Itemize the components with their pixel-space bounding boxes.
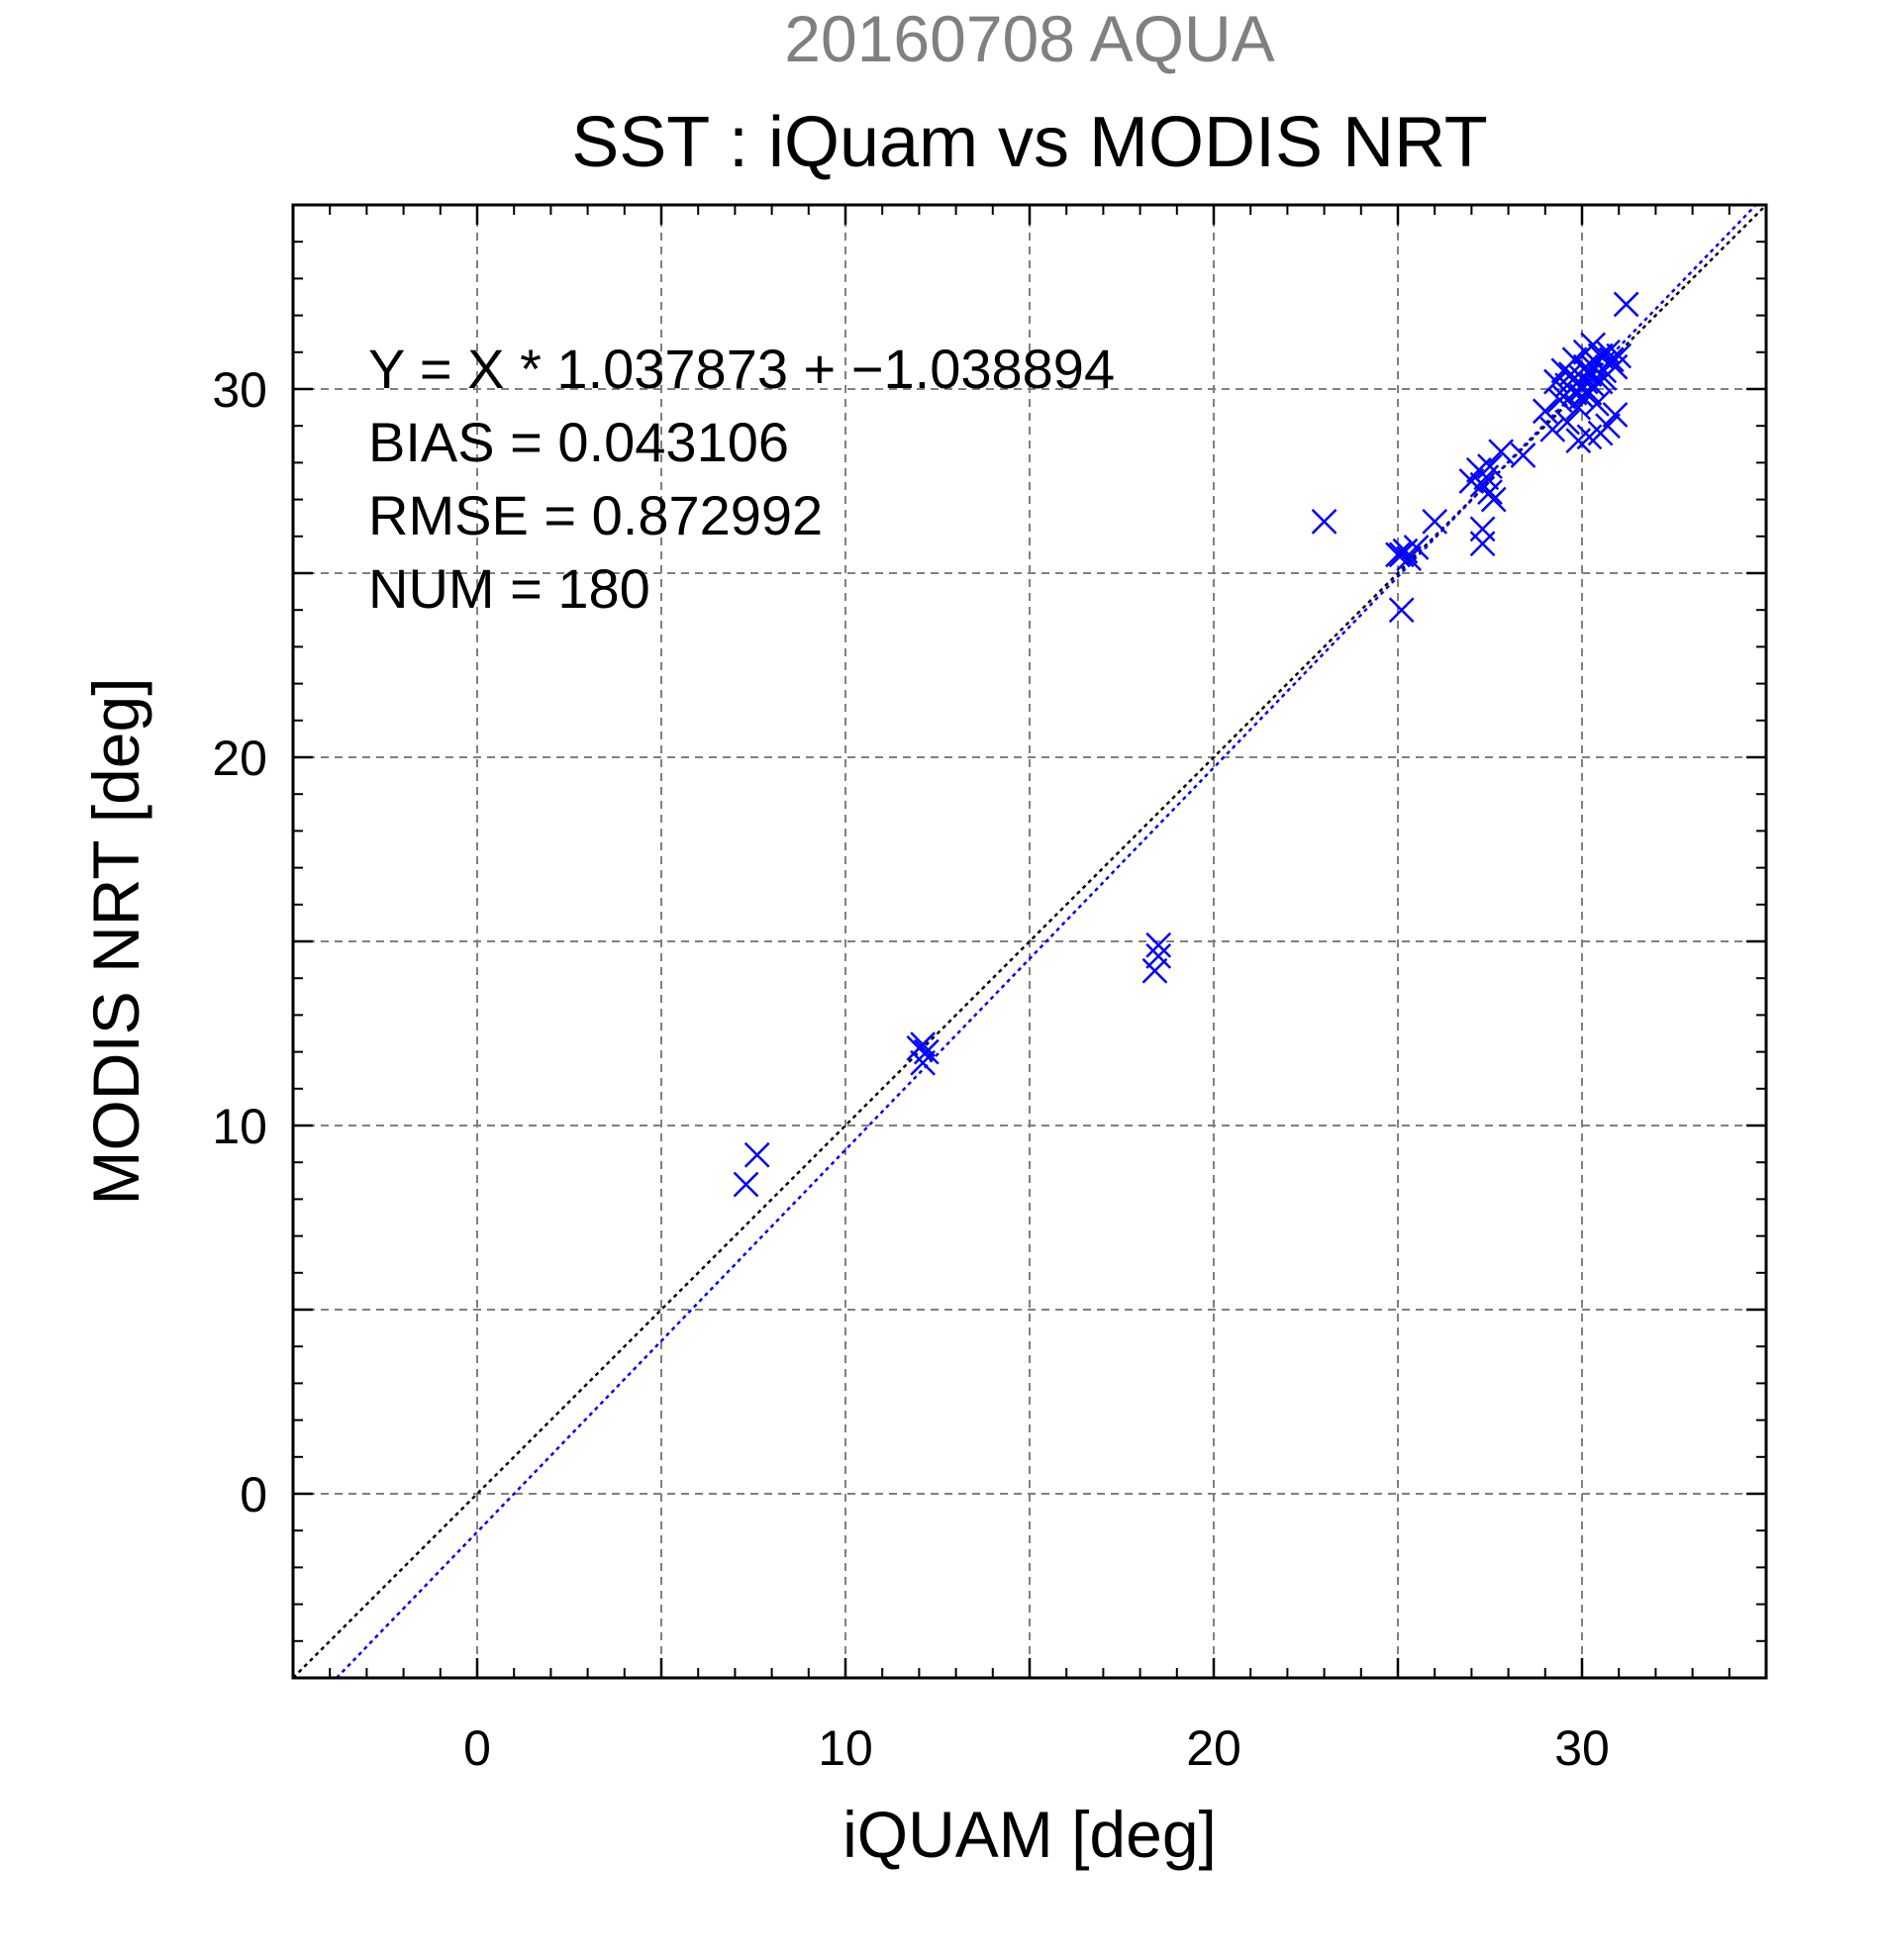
data-point: [1396, 545, 1423, 572]
data-point: [1488, 439, 1515, 465]
data-point: [1469, 516, 1496, 542]
data-points: [733, 291, 1639, 1198]
data-point: [1469, 531, 1496, 557]
data-point: [1554, 409, 1581, 436]
data-point: [1480, 486, 1507, 513]
data-point: [1591, 364, 1618, 391]
data-point: [1557, 361, 1584, 388]
stats-line-num: NUM = 180: [368, 557, 650, 620]
data-point: [1595, 413, 1621, 440]
x-axis-label: iQUAM [deg]: [842, 1798, 1217, 1871]
data-point: [1422, 509, 1448, 535]
data-point: [1510, 442, 1536, 468]
plot-frame: [291, 203, 1768, 1680]
x-tick-label: 20: [1186, 1720, 1241, 1776]
chart-title: SST : iQuam vs MODIS NRT: [571, 103, 1488, 182]
y-tick-label: 10: [212, 1099, 267, 1154]
stats-line-bias: BIAS = 0.043106: [368, 411, 789, 473]
data-point: [1477, 453, 1503, 480]
data-point: [1145, 942, 1172, 969]
data-point: [1550, 383, 1577, 410]
x-tick-label: 30: [1554, 1720, 1610, 1776]
y-tick-label: 0: [240, 1467, 267, 1522]
data-point: [1606, 343, 1633, 369]
y-axis-label: MODIS NRT [deg]: [79, 677, 152, 1205]
data-point: [1311, 509, 1337, 535]
data-point: [1613, 291, 1639, 318]
data-point: [910, 1031, 937, 1058]
chart-supertitle: 20160708 AQUA: [784, 2, 1274, 75]
stats-line-rmse: RMSE = 0.872992: [368, 484, 823, 546]
data-point: [743, 1141, 770, 1168]
data-point: [1569, 376, 1595, 402]
data-point: [1141, 957, 1168, 984]
data-point: [733, 1171, 759, 1198]
y-tick-label: 30: [212, 362, 267, 418]
grid-lines: [293, 205, 1766, 1678]
stats-line-equation: Y = X * 1.037873 + −1.038894: [368, 338, 1115, 400]
data-point: [910, 1049, 937, 1076]
data-point: [1539, 417, 1566, 442]
tick-labels: 0 10 20 30 0 10 20 30: [212, 362, 1609, 1776]
stats-box: Y = X * 1.037873 + −1.038894 BIAS = 0.04…: [368, 338, 1115, 620]
data-point: [1576, 424, 1603, 450]
y-tick-label: 20: [212, 731, 267, 786]
data-point: [1403, 535, 1430, 560]
data-point: [1602, 402, 1629, 428]
data-point: [1388, 597, 1415, 624]
x-tick-label: 0: [463, 1720, 491, 1776]
data-point: [1532, 398, 1558, 425]
major-ticks: [293, 205, 1766, 1678]
data-point: [1598, 346, 1625, 373]
data-point: [1145, 931, 1172, 958]
data-point: [1477, 479, 1503, 506]
minor-ticks: [293, 205, 1766, 1678]
x-tick-label: 10: [818, 1720, 873, 1776]
